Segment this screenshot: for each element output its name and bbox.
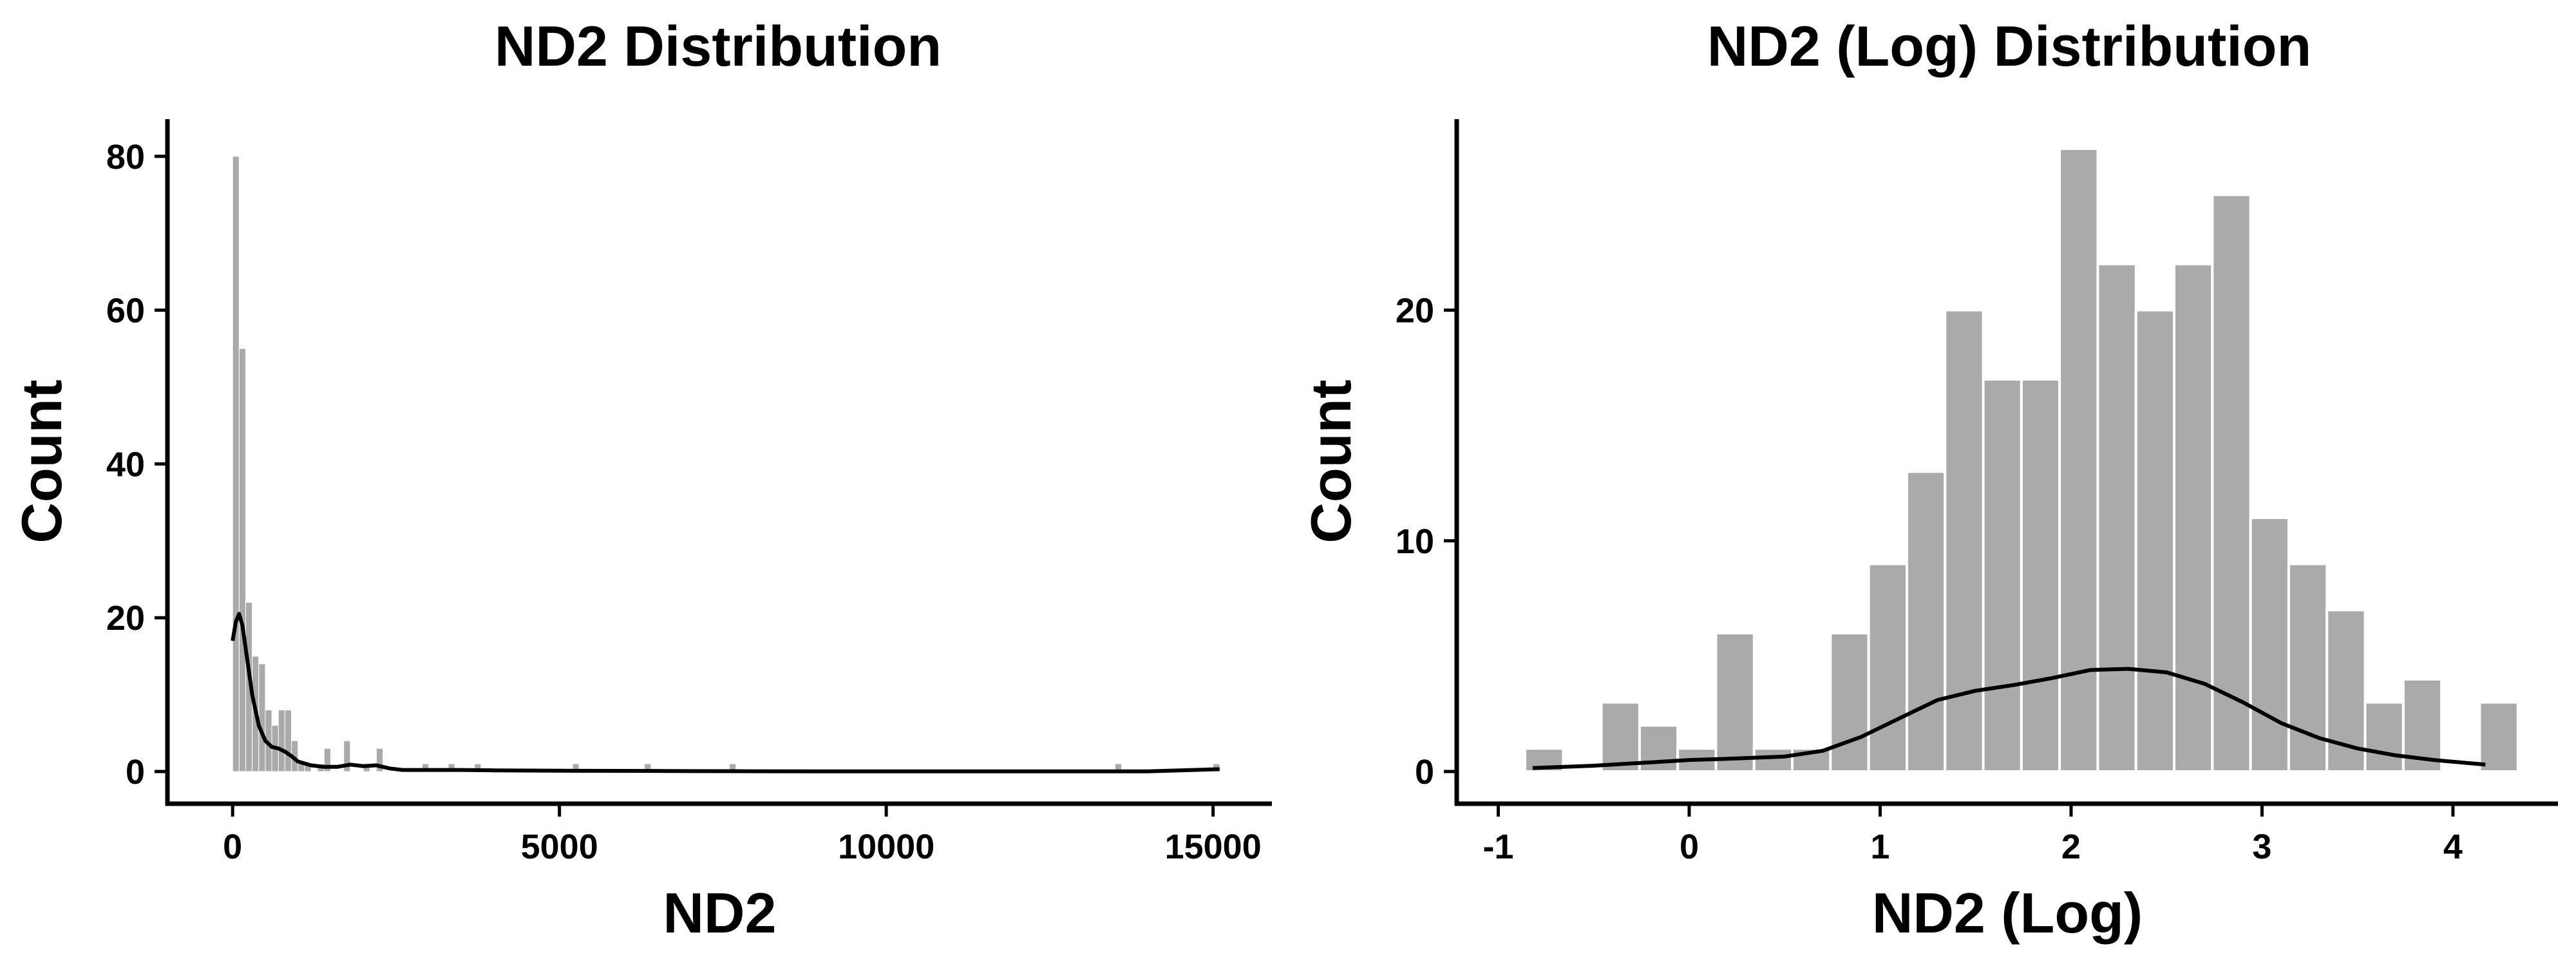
histogram-bar [2134, 308, 2176, 773]
histogram-bar [1944, 308, 1985, 773]
histogram-bar [284, 709, 292, 772]
x-axis-label: ND2 (Log) [1872, 881, 2143, 945]
chart-panel-1: ND2 Distribution 0 5000 10000 15000 0 20 40 60 80… [10, 14, 1272, 945]
x-axis-label: ND2 [663, 881, 776, 945]
histogram-bar [375, 748, 384, 772]
y-tick-label: 60 [106, 292, 145, 330]
x-tick-label: 5000 [521, 828, 598, 866]
y-tick-label: 20 [106, 599, 145, 638]
chart-panel-2: ND2 (Log) Distribution -1 0 1 2 3 4 0 10 20 ND2 (L… [1299, 14, 2558, 945]
x-tick-label: 2 [2061, 828, 2081, 866]
histogram-bar [323, 748, 331, 772]
y-axis-label: Count [10, 379, 73, 543]
x-tick-label: 15000 [1165, 828, 1262, 866]
histogram-bar [2020, 378, 2061, 773]
x-tick-label: 0 [223, 828, 242, 866]
histogram-bar [1867, 562, 1908, 773]
x-tick-label: 1 [1870, 828, 1889, 866]
chart-title: ND2 (Log) Distribution [1707, 14, 2312, 78]
histogram-bars [1523, 147, 2519, 773]
histogram-bar [2363, 701, 2405, 773]
y-tick-label: 80 [106, 138, 145, 176]
histogram-bars [232, 156, 1220, 772]
histogram-bar [1829, 632, 1870, 773]
y-tick-label: 40 [106, 445, 145, 484]
kde-curve [1532, 667, 2486, 770]
kde-curve [231, 612, 1220, 773]
histogram-bar [1905, 470, 1947, 773]
histogram-bar [2478, 701, 2519, 773]
histogram-bar [2211, 193, 2252, 773]
histogram-bar [343, 740, 351, 772]
histogram-bar [232, 156, 240, 772]
x-tick-label: -1 [1482, 828, 1513, 866]
x-tick-label: 3 [2252, 828, 2271, 866]
histogram-bar [2249, 516, 2290, 773]
y-tick-label: 20 [1396, 292, 1434, 330]
histogram-bar [2058, 147, 2099, 773]
y-tick-label: 0 [1415, 753, 1434, 791]
y-tick-label: 10 [1396, 522, 1434, 561]
histogram-bar [1982, 378, 2023, 773]
x-tick-label: 0 [1680, 828, 1699, 866]
histogram-bar [238, 348, 246, 772]
x-tick-label: 4 [2443, 828, 2463, 866]
y-tick-label: 0 [126, 753, 145, 791]
histogram-bar [1714, 632, 1756, 773]
histogram-bar [258, 663, 266, 772]
histogram-bar [1600, 701, 1641, 773]
histogram-bar [2096, 262, 2137, 773]
y-axis-label: Count [1299, 379, 1363, 543]
histogram-bar [2173, 262, 2214, 773]
x-tick-label: 10000 [838, 828, 934, 866]
histogram-bar [1638, 724, 1680, 773]
histogram-bar [1752, 747, 1794, 773]
histogram-bar [278, 709, 285, 772]
chart-title: ND2 Distribution [495, 14, 942, 78]
